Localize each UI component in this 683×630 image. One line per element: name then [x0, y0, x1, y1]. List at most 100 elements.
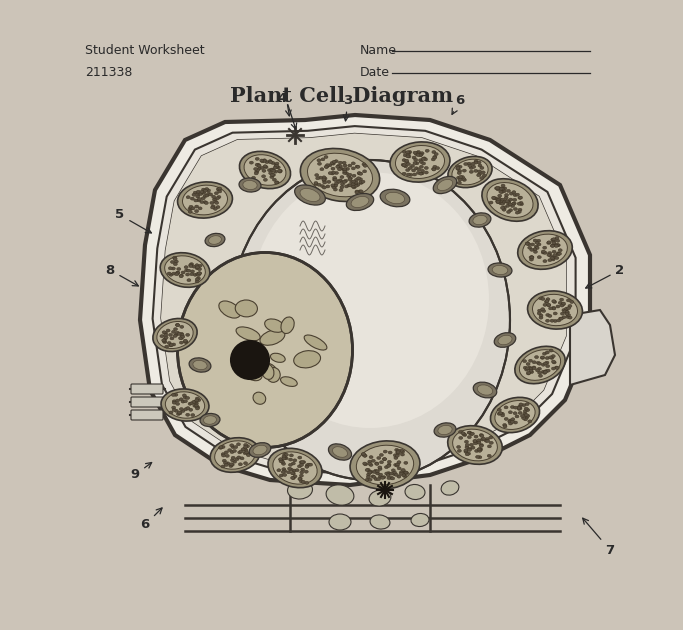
Ellipse shape — [346, 168, 350, 170]
Ellipse shape — [271, 161, 275, 164]
Ellipse shape — [421, 162, 426, 165]
Ellipse shape — [340, 176, 344, 178]
Ellipse shape — [526, 415, 530, 417]
Ellipse shape — [403, 474, 407, 478]
Ellipse shape — [333, 188, 337, 191]
Ellipse shape — [214, 192, 219, 195]
Polygon shape — [161, 134, 566, 466]
Ellipse shape — [160, 335, 164, 338]
Ellipse shape — [189, 408, 193, 411]
Ellipse shape — [330, 161, 334, 164]
Ellipse shape — [523, 418, 527, 421]
Ellipse shape — [537, 239, 541, 243]
Ellipse shape — [328, 164, 332, 167]
Ellipse shape — [262, 175, 266, 178]
Ellipse shape — [200, 190, 204, 193]
Ellipse shape — [501, 187, 505, 190]
Ellipse shape — [324, 165, 329, 168]
Ellipse shape — [565, 311, 569, 314]
Ellipse shape — [527, 291, 583, 329]
Ellipse shape — [373, 471, 376, 474]
Ellipse shape — [561, 302, 566, 305]
Ellipse shape — [301, 480, 305, 483]
Ellipse shape — [543, 260, 547, 263]
Ellipse shape — [171, 267, 176, 270]
Ellipse shape — [547, 241, 551, 244]
Ellipse shape — [244, 462, 247, 465]
Ellipse shape — [299, 474, 303, 477]
Ellipse shape — [229, 444, 234, 447]
Ellipse shape — [555, 236, 559, 239]
Ellipse shape — [354, 183, 357, 186]
Ellipse shape — [479, 433, 484, 437]
Ellipse shape — [382, 458, 387, 461]
Ellipse shape — [195, 264, 199, 266]
Ellipse shape — [467, 435, 471, 438]
Ellipse shape — [352, 186, 356, 189]
Ellipse shape — [188, 207, 192, 210]
Ellipse shape — [546, 298, 550, 301]
Ellipse shape — [334, 184, 337, 187]
Ellipse shape — [546, 365, 550, 368]
Ellipse shape — [419, 172, 423, 175]
Ellipse shape — [196, 273, 200, 276]
Ellipse shape — [244, 444, 248, 447]
Ellipse shape — [257, 164, 261, 167]
Ellipse shape — [193, 404, 197, 408]
Ellipse shape — [414, 158, 418, 161]
Ellipse shape — [260, 329, 285, 345]
Ellipse shape — [408, 151, 412, 154]
Ellipse shape — [507, 190, 510, 192]
Ellipse shape — [510, 406, 514, 409]
Ellipse shape — [244, 445, 247, 449]
Ellipse shape — [342, 161, 346, 164]
Ellipse shape — [387, 463, 391, 466]
Ellipse shape — [344, 185, 348, 188]
Ellipse shape — [197, 273, 200, 277]
Ellipse shape — [230, 459, 234, 462]
Ellipse shape — [406, 173, 410, 176]
Ellipse shape — [496, 188, 500, 191]
Ellipse shape — [264, 166, 268, 169]
Ellipse shape — [270, 169, 275, 171]
Ellipse shape — [558, 249, 562, 252]
Ellipse shape — [292, 462, 295, 465]
Ellipse shape — [508, 422, 512, 425]
Ellipse shape — [354, 178, 359, 181]
Ellipse shape — [473, 440, 477, 443]
Text: Plant Cell Diagram: Plant Cell Diagram — [230, 86, 454, 106]
Ellipse shape — [366, 468, 370, 471]
Ellipse shape — [238, 451, 242, 454]
Ellipse shape — [496, 200, 500, 203]
Ellipse shape — [201, 197, 205, 200]
Ellipse shape — [274, 163, 278, 166]
Ellipse shape — [245, 445, 249, 448]
Ellipse shape — [541, 307, 544, 311]
Ellipse shape — [172, 400, 176, 403]
Ellipse shape — [162, 339, 166, 342]
Ellipse shape — [270, 173, 275, 176]
Ellipse shape — [484, 439, 488, 442]
Ellipse shape — [283, 473, 287, 476]
Ellipse shape — [176, 403, 180, 405]
Ellipse shape — [195, 278, 199, 281]
Ellipse shape — [538, 374, 542, 377]
Ellipse shape — [348, 177, 352, 180]
Ellipse shape — [503, 200, 506, 203]
Ellipse shape — [453, 429, 497, 461]
Ellipse shape — [514, 406, 518, 409]
Ellipse shape — [347, 175, 350, 178]
Ellipse shape — [542, 371, 546, 374]
Ellipse shape — [461, 432, 465, 435]
Ellipse shape — [475, 449, 479, 452]
Ellipse shape — [290, 472, 294, 474]
Ellipse shape — [391, 477, 395, 480]
Ellipse shape — [343, 171, 346, 175]
Ellipse shape — [337, 180, 340, 183]
Ellipse shape — [268, 160, 272, 163]
Ellipse shape — [186, 406, 190, 410]
Ellipse shape — [193, 273, 197, 277]
Ellipse shape — [372, 476, 376, 479]
Ellipse shape — [525, 416, 529, 419]
Ellipse shape — [406, 153, 410, 156]
